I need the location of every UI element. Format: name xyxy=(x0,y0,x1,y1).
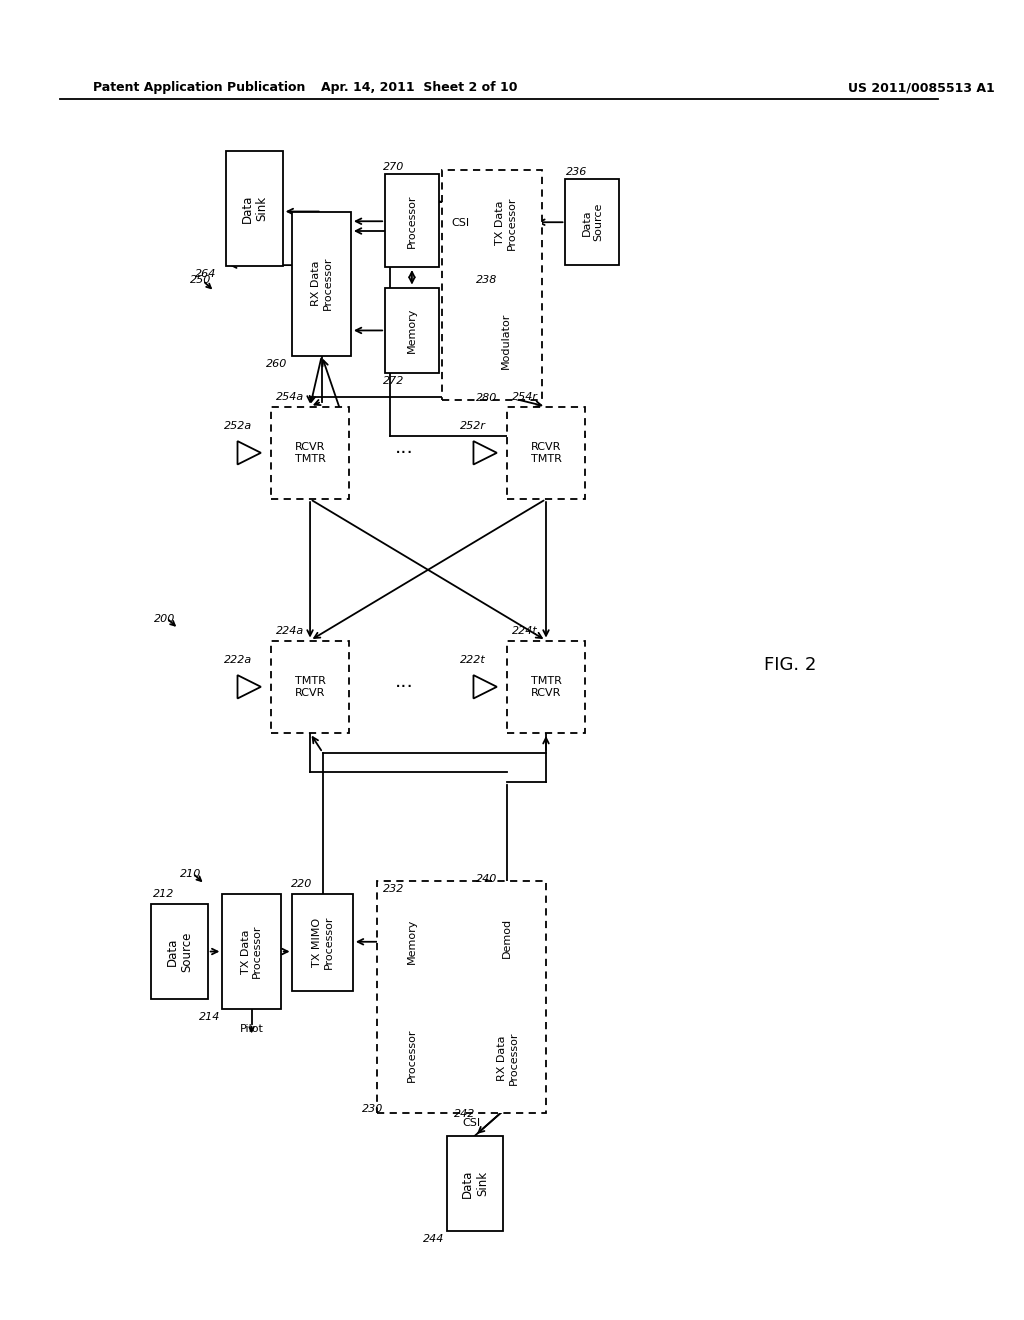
Bar xyxy=(446,1135,503,1232)
Bar xyxy=(226,150,283,267)
Text: TMTR
RCVR: TMTR RCVR xyxy=(530,676,561,697)
Text: RX Data
Processor: RX Data Processor xyxy=(498,1031,519,1085)
Text: 272: 272 xyxy=(383,376,404,387)
Bar xyxy=(271,640,349,733)
Text: 244: 244 xyxy=(423,1234,444,1245)
Bar xyxy=(565,180,620,265)
Bar xyxy=(385,288,438,374)
Text: RCVR
TMTR: RCVR TMTR xyxy=(530,442,561,463)
Text: ···: ··· xyxy=(395,444,414,463)
Text: ···: ··· xyxy=(395,677,414,697)
Bar xyxy=(152,904,208,999)
Text: 200: 200 xyxy=(154,614,175,624)
Text: TX MIMO
Processor: TX MIMO Processor xyxy=(312,916,334,969)
Text: 254r: 254r xyxy=(512,392,538,401)
Text: 260: 260 xyxy=(266,359,288,368)
Text: TX Data
Processor: TX Data Processor xyxy=(241,925,262,978)
Text: 252r: 252r xyxy=(460,421,486,430)
Bar xyxy=(478,174,535,272)
Bar xyxy=(507,407,585,499)
Text: 236: 236 xyxy=(565,166,587,177)
Text: Data
Source: Data Source xyxy=(166,932,194,972)
Bar xyxy=(478,293,535,389)
Text: 220: 220 xyxy=(291,879,312,890)
Text: 224a: 224a xyxy=(275,626,304,636)
Text: 250: 250 xyxy=(190,275,212,285)
Text: 222t: 222t xyxy=(460,655,486,664)
Text: Processor: Processor xyxy=(407,194,417,248)
Bar xyxy=(385,174,438,267)
Polygon shape xyxy=(473,441,497,465)
Bar xyxy=(478,1008,539,1106)
Text: 230: 230 xyxy=(361,1105,383,1114)
Text: Patent Application Publication: Patent Application Publication xyxy=(92,82,305,94)
Bar xyxy=(441,169,542,400)
Bar xyxy=(385,1008,438,1102)
Bar xyxy=(293,211,351,356)
Text: 224t: 224t xyxy=(512,626,538,636)
Text: Data
Sink: Data Sink xyxy=(241,194,268,223)
Polygon shape xyxy=(238,441,261,465)
Text: 210: 210 xyxy=(180,870,202,879)
Text: FIG. 2: FIG. 2 xyxy=(764,656,816,675)
Text: TX Data
Processor: TX Data Processor xyxy=(496,197,517,249)
Text: Data
Source: Data Source xyxy=(582,203,603,242)
Text: CSI: CSI xyxy=(452,218,470,228)
Text: RCVR
TMTR: RCVR TMTR xyxy=(295,442,326,463)
Text: 238: 238 xyxy=(476,275,498,285)
Text: Pilot: Pilot xyxy=(240,1023,263,1034)
Text: 254a: 254a xyxy=(275,392,304,401)
Text: Memory: Memory xyxy=(407,308,417,354)
Text: 280: 280 xyxy=(476,393,498,403)
Text: US 2011/0085513 A1: US 2011/0085513 A1 xyxy=(848,82,995,94)
Text: 270: 270 xyxy=(383,161,404,172)
Text: 242: 242 xyxy=(455,1109,476,1119)
Text: 232: 232 xyxy=(383,884,404,894)
Text: 240: 240 xyxy=(476,874,498,884)
Bar xyxy=(377,882,546,1113)
Bar xyxy=(385,899,438,985)
Bar xyxy=(293,894,353,991)
Polygon shape xyxy=(473,675,497,698)
Text: Memory: Memory xyxy=(407,919,417,965)
Text: Data
Sink: Data Sink xyxy=(461,1170,488,1197)
Bar xyxy=(478,890,537,986)
Text: Processor: Processor xyxy=(407,1028,417,1082)
Text: 252a: 252a xyxy=(224,421,253,430)
Text: 212: 212 xyxy=(153,888,174,899)
Text: Demod: Demod xyxy=(502,917,512,958)
Bar xyxy=(271,407,349,499)
Text: 222a: 222a xyxy=(224,655,253,664)
Text: CSI: CSI xyxy=(463,1118,480,1129)
Text: Apr. 14, 2011  Sheet 2 of 10: Apr. 14, 2011 Sheet 2 of 10 xyxy=(321,82,517,94)
Text: 214: 214 xyxy=(199,1012,220,1022)
Bar xyxy=(222,894,281,1008)
Text: Modulator: Modulator xyxy=(501,313,511,370)
Text: 264: 264 xyxy=(196,269,216,279)
Text: TMTR
RCVR: TMTR RCVR xyxy=(295,676,326,697)
Polygon shape xyxy=(238,675,261,698)
Bar xyxy=(507,640,585,733)
Text: RX Data
Processor: RX Data Processor xyxy=(311,257,333,310)
